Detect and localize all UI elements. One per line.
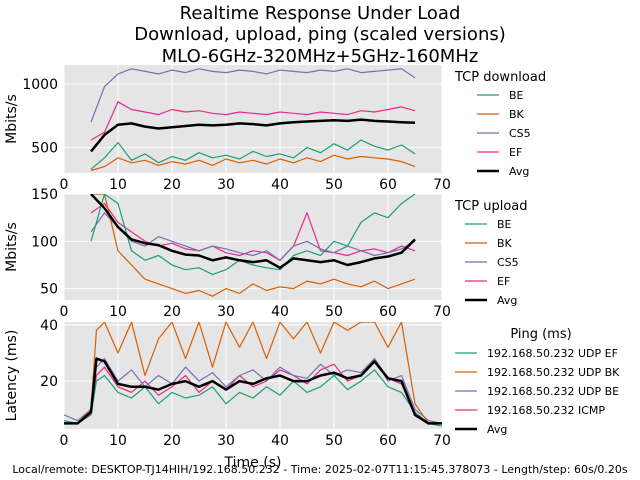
upload-legend: TCP upload BE BK CS5 EF Avg — [454, 199, 528, 307]
download-x-tick-label: 50 — [325, 177, 343, 193]
upload-x-tick-label: 70 — [433, 304, 451, 320]
ping-legend-entry: Avg — [487, 423, 507, 436]
upload-y-tick-label: 100 — [31, 234, 58, 250]
ping-x-tick-label: 0 — [60, 433, 69, 449]
download-y-tick-label: 500 — [31, 141, 58, 157]
upload-x-tick-label: 0 — [60, 304, 69, 320]
ping-y-tick-label: 20 — [40, 374, 58, 390]
ping-legend-entry: 192.168.50.232 ICMP — [487, 404, 605, 417]
download-legend-entry: BK — [509, 108, 525, 121]
ping-x-tick-label: 60 — [379, 433, 397, 449]
ping-x-tick-label: 50 — [325, 433, 343, 449]
download-series-line-cs5 — [90, 68, 416, 123]
ping-legend: Ping (ms) 192.168.50.232 UDP EF 192.168.50… — [455, 327, 620, 436]
download-series-line-avg — [90, 118, 416, 153]
upload-series-line-avg — [90, 194, 416, 270]
download-y-axis-label: Mbits/s — [4, 94, 20, 144]
upload-series-line-bk — [91, 194, 416, 297]
ping-x-tick-label: 70 — [433, 433, 451, 449]
download-x-tick-label: 70 — [433, 177, 451, 193]
upload-series-line-cs5 — [90, 212, 416, 261]
download-x-tick-label: 40 — [271, 177, 289, 193]
download-x-tick-label: 10 — [109, 177, 127, 193]
download-legend-entry: CS5 — [509, 127, 531, 140]
upload-legend-entry: Avg — [497, 294, 517, 307]
download-y-tick-label: 1000 — [22, 77, 58, 93]
download-legend: TCP download BE BK CS5 EF Avg — [454, 70, 546, 178]
upload-x-tick-label: 50 — [325, 304, 343, 320]
ping-x-tick-label: 10 — [109, 433, 127, 449]
upload-x-tick-label: 20 — [163, 304, 181, 320]
download-legend-entry: EF — [509, 146, 522, 159]
download-legend-entry: BE — [509, 89, 524, 102]
upload-legend-title: TCP upload — [454, 199, 528, 214]
ping-grid — [63, 322, 443, 429]
download-series-line-ef — [90, 101, 416, 141]
download-series-line-bk — [90, 154, 416, 172]
upload-x-tick-label: 60 — [379, 304, 397, 320]
upload-plot-area — [64, 194, 442, 300]
ping-legend-entry: 192.168.50.232 UDP BK — [487, 366, 620, 379]
download-x-tick-label: 60 — [379, 177, 397, 193]
title-line-2: Download, upload, ping (scaled versions) — [134, 24, 506, 45]
ping-y-tick-label: 40 — [40, 318, 58, 334]
download-legend-title: TCP download — [454, 70, 546, 85]
download-series — [90, 68, 416, 172]
ping-y-axis-label: Latency (ms) — [4, 330, 20, 422]
upload-legend-entry: BE — [497, 218, 512, 231]
ping-series — [64, 322, 442, 427]
download-x-tick-label: 20 — [163, 177, 181, 193]
upload-legend-entry: EF — [497, 275, 510, 288]
ping-x-tick-label: 30 — [217, 433, 235, 449]
ping-legend-entry: 192.168.50.232 UDP BE — [487, 385, 619, 398]
ping-x-tick-label: 40 — [271, 433, 289, 449]
download-series-line-be — [90, 139, 416, 170]
upload-chart: 0 10 20 30 40 50 60 70 50 100 150 Mbits/s TCP upload… — [4, 187, 528, 320]
ping-series-line-192-168-50-232-udp-bk — [64, 322, 442, 424]
upload-y-axis-label: Mbits/s — [4, 222, 20, 272]
upload-legend-entry: CS5 — [497, 256, 519, 269]
ping-chart: 0 10 20 30 40 50 60 70 20 40 Latency (ms) Time (s) P… — [4, 318, 620, 471]
ping-series-line-192-168-50-232-udp-ef — [64, 369, 442, 427]
ping-legend-title: Ping (ms) — [510, 327, 571, 342]
upload-legend-entry: BK — [497, 237, 513, 250]
ping-x-tick-label: 20 — [163, 433, 181, 449]
download-plot-area — [64, 65, 442, 173]
upload-y-tick-label: 50 — [40, 282, 58, 298]
download-legend-entry: Avg — [509, 165, 529, 178]
upload-y-tick-label: 150 — [31, 187, 58, 203]
download-x-tick-label: 0 — [60, 177, 69, 193]
upload-series-line-be — [90, 194, 416, 275]
footer-info: Local/remote: DESKTOP-TJ14HIH/192.168.50… — [12, 463, 628, 476]
upload-series — [90, 194, 416, 297]
title-line-1: Realtime Response Under Load — [180, 3, 461, 24]
title-line-3: MLO-6GHz-320MHz+5GHz-160MHz — [162, 46, 479, 67]
download-x-tick-label: 30 — [217, 177, 235, 193]
upload-x-tick-label: 30 — [217, 304, 235, 320]
ping-x-axis-label: Time (s) — [224, 455, 282, 471]
upload-grid — [63, 193, 443, 300]
upload-x-tick-label: 10 — [109, 304, 127, 320]
upload-x-tick-label: 40 — [271, 304, 289, 320]
ping-series-line-avg — [64, 357, 442, 425]
ping-legend-entry: 192.168.50.232 UDP EF — [487, 347, 618, 360]
